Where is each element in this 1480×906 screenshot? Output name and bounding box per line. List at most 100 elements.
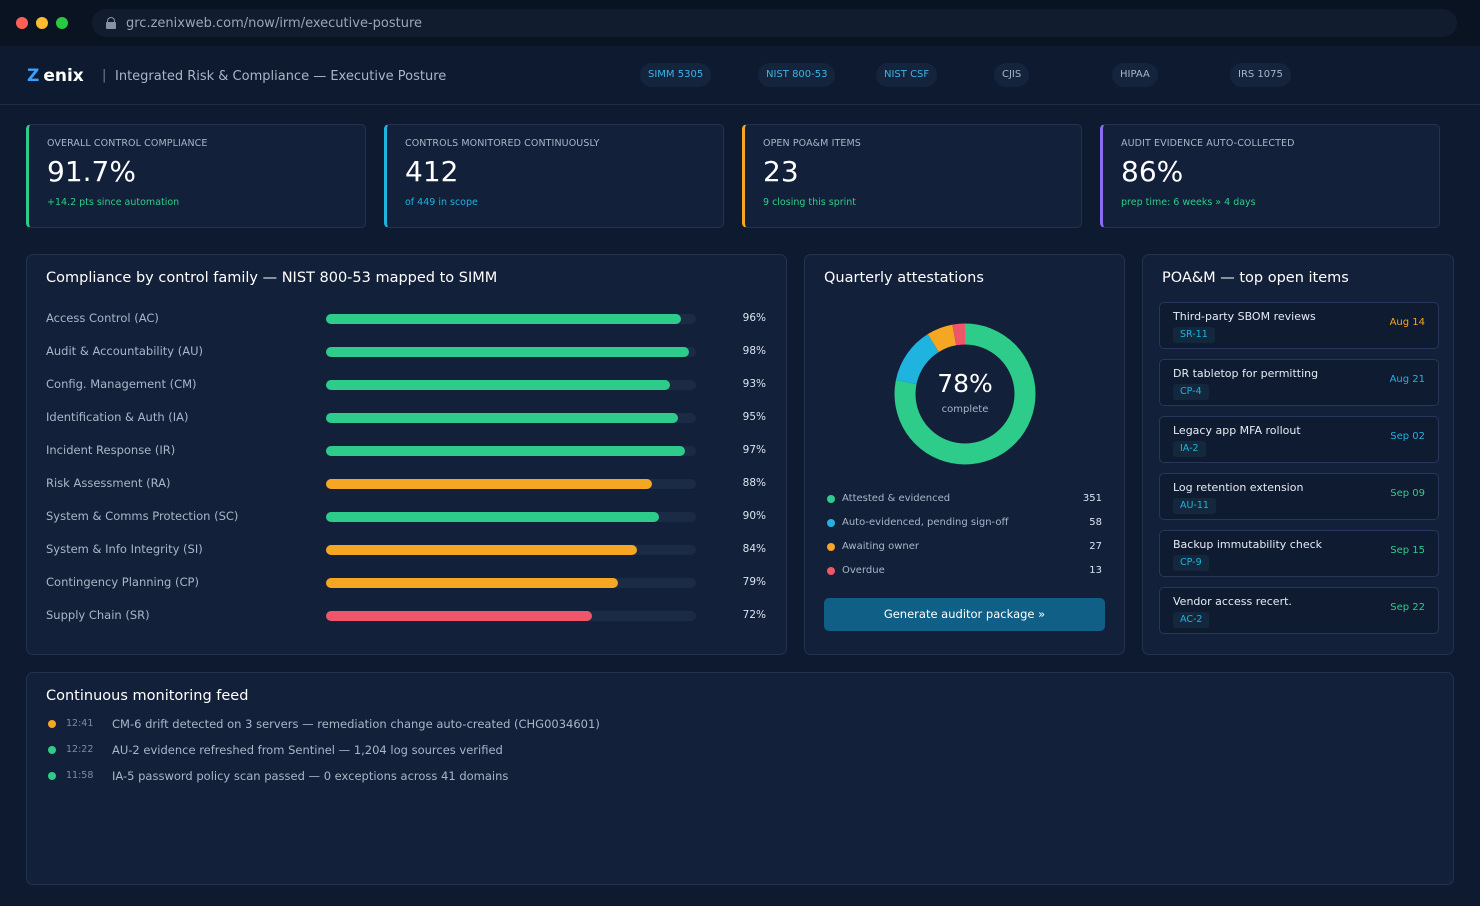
compliance-panel: Compliance by control family — NIST 800-… [26,254,787,655]
logo-text: enix [43,66,84,86]
donut-segment [894,323,1036,465]
control-family-value: 84% [742,543,766,555]
legend-count: 351 [1082,493,1102,504]
poam-item-title: Legacy app MFA rollout [1173,424,1301,437]
poam-item[interactable]: Backup immutability check CP-9 Sep 15 [1159,530,1439,577]
poam-item[interactable]: Log retention extension AU-11 Sep 09 [1159,473,1439,520]
kpi-label: OVERALL CONTROL COMPLIANCE [47,138,208,149]
framework-pill-nist-800-53[interactable]: NIST 800-53 [758,63,836,87]
poam-control-tag: CP-9 [1173,555,1209,571]
control-family-label: System & Info Integrity (SI) [46,542,203,556]
compliance-bar-track [326,314,696,324]
attestations-panel-title: Quarterly attestations [824,270,984,286]
poam-item-title: Backup immutability check [1173,538,1323,551]
legend-dot-icon [827,543,835,551]
control-family-row[interactable]: System & Comms Protection (SC) 90% [46,507,766,527]
feed-event-text: IA-5 password policy scan passed — 0 exc… [112,769,509,783]
status-dot-icon [48,720,56,728]
control-family-value: 95% [742,411,766,423]
legend-label: Overdue [842,565,885,576]
control-family-value: 93% [742,378,766,390]
compliance-bar-fill [326,413,678,423]
compliance-bar-fill [326,578,619,588]
framework-pill-cjis[interactable]: CJIS [994,63,1030,87]
poam-item[interactable]: DR tabletop for permitting CP-4 Aug 21 [1159,359,1439,406]
compliance-bar-fill [326,446,685,456]
feed-event-text: CM-6 drift detected on 3 servers — remed… [112,717,600,731]
legend-label: Auto-evidenced, pending sign-off [842,517,1009,528]
legend-count: 27 [1089,541,1102,552]
compliance-bar-track [326,611,696,621]
control-family-row[interactable]: Identification & Auth (IA) 95% [46,408,766,428]
poam-due-date: Aug 14 [1389,317,1425,328]
framework-pill-simm[interactable]: SIMM 5305 [640,63,712,87]
framework-pill-nist-csf[interactable]: NIST CSF [876,63,938,87]
browser-chrome: grc.zenixweb.com/now/irm/executive-postu… [0,0,1480,46]
kpi-card-audit-evidence[interactable]: AUDIT EVIDENCE AUTO-COLLECTED 86% prep t… [1100,124,1440,228]
control-family-label: Config. Management (CM) [46,377,197,391]
monitoring-feed-title: Continuous monitoring feed [46,688,249,704]
kpi-card-controls-monitored[interactable]: CONTROLS MONITORED CONTINUOUSLY 412 of 4… [384,124,724,228]
control-family-row[interactable]: Supply Chain (SR) 72% [46,606,766,626]
control-family-label: Risk Assessment (RA) [46,476,171,490]
control-family-label: Incident Response (IR) [46,443,176,457]
poam-item[interactable]: Legacy app MFA rollout IA-2 Sep 02 [1159,416,1439,463]
feed-event[interactable]: 11:58 IA-5 password policy scan passed — … [47,768,947,786]
legend-count: 13 [1089,565,1102,576]
compliance-panel-title: Compliance by control family — NIST 800-… [46,270,498,286]
compliance-bar-track [326,578,696,588]
attestation-legend-item: Attested & evidenced 351 [825,492,1105,508]
feed-event[interactable]: 12:41 CM-6 drift detected on 3 servers — … [47,716,947,734]
kpi-value: 86% [1121,155,1184,188]
attestations-panel: Quarterly attestations 78% complete Atte… [804,254,1125,655]
legend-dot-icon [827,519,835,527]
feed-event-time: 11:58 [66,770,94,781]
logo-mark: Z [27,66,40,86]
poam-item[interactable]: Vendor access recert. AC-2 Sep 22 [1159,587,1439,634]
attestation-legend-item: Awaiting owner 27 [825,540,1105,556]
control-family-row[interactable]: Config. Management (CM) 93% [46,375,766,395]
poam-panel-title: POA&M — top open items [1162,270,1349,286]
minimize-window-button[interactable] [36,17,48,29]
poam-due-date: Sep 15 [1390,545,1425,556]
poam-item[interactable]: Third-party SBOM reviews SR-11 Aug 14 [1159,302,1439,349]
maximize-window-button[interactable] [56,17,68,29]
address-bar[interactable]: grc.zenixweb.com/now/irm/executive-postu… [92,9,1457,37]
framework-pill-hipaa[interactable]: HIPAA [1112,63,1158,87]
donut-percent: 78% [937,369,993,398]
control-family-row[interactable]: Incident Response (IR) 97% [46,441,766,461]
kpi-card-overall-compliance[interactable]: OVERALL CONTROL COMPLIANCE 91.7% +14.2 p… [26,124,366,228]
url-text: grc.zenixweb.com/now/irm/executive-postu… [126,15,423,31]
compliance-bar-track [326,347,696,357]
kpi-value: 412 [405,155,459,188]
compliance-bar-track [326,479,696,489]
monitoring-feed-panel: Continuous monitoring feed 12:41 CM-6 dri… [26,672,1454,885]
poam-due-date: Aug 21 [1389,374,1425,385]
close-window-button[interactable] [16,17,28,29]
poam-item-title: Third-party SBOM reviews [1173,310,1316,323]
poam-control-tag: AU-11 [1173,498,1216,514]
legend-count: 58 [1089,517,1102,528]
kpi-card-open-poam[interactable]: OPEN POA&M ITEMS 23 9 closing this sprin… [742,124,1082,228]
poam-due-date: Sep 22 [1390,602,1425,613]
poam-due-date: Sep 02 [1390,431,1425,442]
control-family-row[interactable]: Access Control (AC) 96% [46,309,766,329]
kpi-subtext: +14.2 pts since automation [47,197,180,208]
feed-event[interactable]: 12:22 AU-2 evidence refreshed from Sentin… [47,742,947,760]
control-family-row[interactable]: Contingency Planning (CP) 79% [46,573,766,593]
compliance-bar-fill [326,347,689,357]
control-family-value: 97% [742,444,766,456]
generate-auditor-package-button[interactable]: Generate auditor package » [824,598,1105,631]
control-family-label: Access Control (AC) [46,311,159,325]
poam-control-tag: SR-11 [1173,327,1215,343]
control-family-value: 88% [742,477,766,489]
framework-pill-irs-1075[interactable]: IRS 1075 [1230,63,1291,87]
kpi-subtext: 9 closing this sprint [763,197,857,208]
attestation-legend-item: Auto-evidenced, pending sign-off 58 [825,516,1105,532]
poam-control-tag: CP-4 [1173,384,1209,400]
control-family-row[interactable]: Risk Assessment (RA) 88% [46,474,766,494]
control-family-row[interactable]: System & Info Integrity (SI) 84% [46,540,766,560]
control-family-row[interactable]: Audit & Accountability (AU) 98% [46,342,766,362]
